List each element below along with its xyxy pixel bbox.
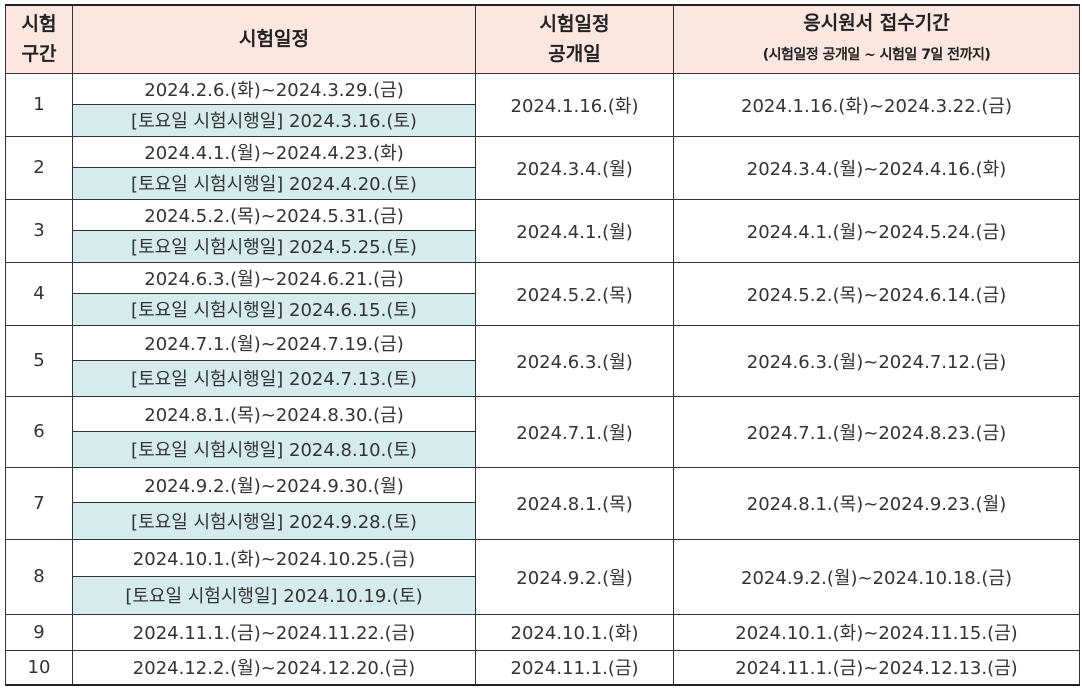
saturday-exam-date: [토요일 시험시행일] 2024.8.10.(토) [72,430,476,468]
announce-date: 2024.5.2.(목) [475,261,674,326]
announce-date: 2024.11.1.(금) [475,649,674,686]
section-number: 5 [5,324,73,397]
saturday-exam-date: [토요일 시험시행일] 2024.10.19.(토) [72,575,476,615]
header-exam-section: 시험 구간 [5,4,73,74]
schedule-range: 2024.9.2.(월)~2024.9.30.(월) [72,466,476,503]
table-row-saturday: [토요일 시험시행일] 2024.9.28.(토) [6,501,1080,540]
header-row: 시험 구간 시험일정 시험일정 공개일 응시원서 접수기간 (시험일정 공개일 … [5,4,1080,74]
section-number: 7 [5,466,73,540]
table-row-saturday: [토요일 시험시행일] 2024.10.19.(토) [6,575,1080,615]
application-period: 2024.4.1.(월)~2024.5.24.(금) [673,198,1080,263]
table-row: 6 2024.8.1.(목)~2024.8.30.(금) 2024.7.1.(월… [5,395,1080,468]
application-period: 2024.8.1.(목)~2024.9.23.(월) [673,466,1080,540]
table-row: 2 2024.4.1.(월)~2024.4.23.(화) 2024.3.4.(월… [5,135,1080,200]
table-row: 9 2024.11.1.(금)~2024.11.22.(금) 2024.10.1… [5,613,1080,651]
saturday-exam-date: [토요일 시험시행일] 2024.5.25.(토) [72,229,476,263]
header-announce-date-line1: 시험일정 [539,13,610,36]
section-number: 2 [5,135,73,200]
schedule-range: 2024.4.1.(월)~2024.4.23.(화) [72,135,476,168]
section-number: 8 [5,538,73,615]
header-application-period: 응시원서 접수기간 (시험일정 공개일 ~ 시험일 7일 전까지) [673,4,1080,74]
application-period: 2024.11.1.(금)~2024.12.13.(금) [673,649,1080,686]
header-exam-section-line2: 구간 [21,43,57,66]
schedule-range: 2024.11.1.(금)~2024.11.22.(금) [72,613,476,651]
exam-schedule-table: 시험 구간 시험일정 시험일정 공개일 응시원서 접수기간 (시험일정 공개일 … [5,4,1080,686]
application-period: 2024.9.2.(월)~2024.10.18.(금) [673,538,1080,615]
table-row: 7 2024.9.2.(월)~2024.9.30.(월) 2024.8.1.(목… [5,466,1080,540]
schedule-range: 2024.2.6.(화)~2024.3.29.(금) [72,72,476,105]
announce-date: 2024.3.4.(월) [475,135,674,200]
header-announce-date: 시험일정 공개일 [475,4,674,74]
section-number: 4 [5,261,73,326]
announce-date: 2024.8.1.(목) [475,466,674,540]
application-period: 2024.6.3.(월)~2024.7.12.(금) [673,324,1080,397]
schedule-range: 2024.12.2.(월)~2024.12.20.(금) [72,649,476,686]
section-number: 1 [5,72,73,137]
header-application-period-note: (시험일정 공개일 ~ 시험일 7일 전까지) [762,47,991,64]
schedule-range: 2024.7.1.(월)~2024.7.19.(금) [72,324,476,361]
header-exam-schedule: 시험일정 [72,4,476,74]
announce-date: 2024.7.1.(월) [475,395,674,468]
application-period: 2024.3.4.(월)~2024.4.16.(화) [673,135,1080,200]
table-row: 5 2024.7.1.(월)~2024.7.19.(금) 2024.6.3.(월… [5,324,1080,397]
announce-date: 2024.4.1.(월) [475,198,674,263]
application-period: 2024.10.1.(화)~2024.11.15.(금) [673,613,1080,651]
saturday-exam-date: [토요일 시험시행일] 2024.3.16.(토) [72,103,476,137]
table-row: 10 2024.12.2.(월)~2024.12.20.(금) 2024.11.… [5,649,1080,686]
announce-date: 2024.1.16.(화) [475,72,674,137]
announce-date: 2024.6.3.(월) [475,324,674,397]
section-number: 9 [5,613,73,651]
saturday-exam-date: [토요일 시험시행일] 2024.7.13.(토) [72,359,476,397]
header-exam-section-line1: 시험 [21,13,57,36]
table-row-saturday: [토요일 시험시행일] 2024.8.10.(토) [6,430,1080,468]
exam-schedule-table-container: 시험 구간 시험일정 시험일정 공개일 응시원서 접수기간 (시험일정 공개일 … [5,4,1080,686]
announce-date: 2024.10.1.(화) [475,613,674,651]
schedule-range: 2024.10.1.(화)~2024.10.25.(금) [72,538,476,577]
table-row: 4 2024.6.3.(월)~2024.6.21.(금) 2024.5.2.(목… [5,261,1080,326]
table-row: 8 2024.10.1.(화)~2024.10.25.(금) 2024.9.2.… [5,538,1080,615]
header-application-period-line1: 응시원서 접수기간 [803,12,950,35]
saturday-exam-date: [토요일 시험시행일] 2024.9.28.(토) [72,501,476,540]
schedule-range: 2024.8.1.(목)~2024.8.30.(금) [72,395,476,432]
saturday-exam-date: [토요일 시험시행일] 2024.6.15.(토) [72,292,476,326]
schedule-range: 2024.5.2.(목)~2024.5.31.(금) [72,198,476,231]
table-row-saturday: [토요일 시험시행일] 2024.7.13.(토) [6,359,1080,397]
application-period: 2024.5.2.(목)~2024.6.14.(금) [673,261,1080,326]
header-announce-date-line2: 공개일 [548,43,601,66]
table-row-saturday: [토요일 시험시행일] 2024.3.16.(토) [6,103,1080,137]
application-period: 2024.7.1.(월)~2024.8.23.(금) [673,395,1080,468]
saturday-exam-date: [토요일 시험시행일] 2024.4.20.(토) [72,166,476,200]
section-number: 6 [5,395,73,468]
section-number: 3 [5,198,73,263]
table-row: 3 2024.5.2.(목)~2024.5.31.(금) 2024.4.1.(월… [5,198,1080,263]
schedule-range: 2024.6.3.(월)~2024.6.21.(금) [72,261,476,294]
application-period: 2024.1.16.(화)~2024.3.22.(금) [673,72,1080,137]
section-number: 10 [5,649,73,686]
table-row-saturday: [토요일 시험시행일] 2024.4.20.(토) [6,166,1080,200]
table-row-saturday: [토요일 시험시행일] 2024.6.15.(토) [6,292,1080,326]
announce-date: 2024.9.2.(월) [475,538,674,615]
table-row: 1 2024.2.6.(화)~2024.3.29.(금) 2024.1.16.(… [5,72,1080,137]
